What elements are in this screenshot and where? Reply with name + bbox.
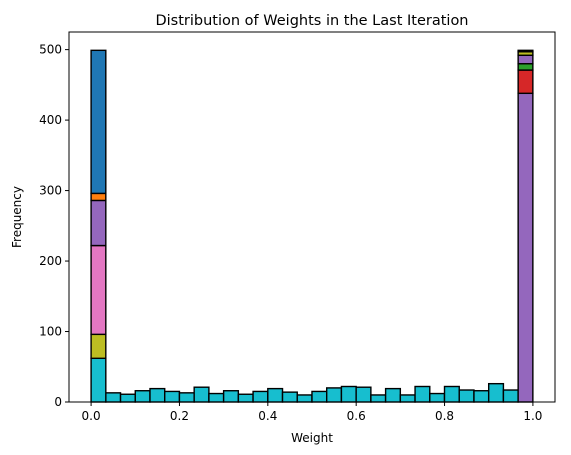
histogram-bar-segment bbox=[517, 69, 534, 95]
histogram-bar-segment bbox=[90, 357, 107, 403]
histogram-bar-segment bbox=[517, 49, 534, 53]
histogram-bar-segment bbox=[90, 199, 107, 247]
chart-title: Distribution of Weights in the Last Iter… bbox=[155, 13, 468, 29]
x-tick-label: 0.8 bbox=[435, 409, 454, 423]
histogram-bar bbox=[487, 382, 505, 403]
histogram-bar-segment bbox=[517, 54, 534, 65]
histogram-bar bbox=[326, 387, 343, 403]
y-tick-label: 200 bbox=[39, 254, 62, 268]
y-axis-ticks: 0 100 200 300 400 500 bbox=[39, 43, 69, 409]
histogram-bar bbox=[370, 394, 387, 403]
histogram-bar bbox=[340, 385, 357, 403]
x-tick-label: 1.0 bbox=[523, 409, 542, 423]
histogram-bar bbox=[149, 387, 166, 403]
histogram-bar-segment bbox=[517, 92, 534, 403]
histogram-bar bbox=[252, 390, 269, 403]
histogram-bar bbox=[458, 389, 475, 403]
histogram-bar bbox=[119, 393, 136, 403]
x-tick-label: 0.2 bbox=[170, 409, 189, 423]
histogram-bar bbox=[178, 392, 195, 403]
histogram-bar bbox=[281, 391, 298, 403]
histogram-bar bbox=[473, 390, 490, 403]
histogram-bar bbox=[208, 392, 225, 403]
y-tick-label: 500 bbox=[39, 43, 62, 57]
x-tick-label: 0.4 bbox=[258, 409, 277, 423]
histogram-bar-segment bbox=[90, 244, 107, 336]
y-tick-label: 400 bbox=[39, 113, 62, 127]
x-tick-label: 0.0 bbox=[82, 409, 101, 423]
histogram-bar bbox=[384, 387, 402, 403]
x-tick-label: 0.6 bbox=[347, 409, 366, 423]
histogram-bar bbox=[311, 390, 328, 403]
histogram-bar-segment bbox=[90, 192, 107, 202]
histogram-bar bbox=[429, 392, 446, 403]
histogram-bar bbox=[414, 385, 431, 403]
histogram-bar bbox=[355, 386, 372, 403]
bars-group bbox=[90, 49, 534, 403]
histogram-bar bbox=[134, 390, 151, 403]
plot-frame bbox=[68, 31, 556, 403]
x-axis-label: Weight bbox=[291, 431, 333, 445]
histogram-bar bbox=[105, 392, 122, 403]
histogram-bar bbox=[237, 393, 254, 403]
histogram-bar bbox=[443, 385, 460, 403]
histogram-bar bbox=[164, 390, 181, 403]
histogram-bar bbox=[296, 394, 313, 403]
y-tick-label: 100 bbox=[39, 325, 62, 339]
histogram-bar-segment bbox=[517, 63, 534, 71]
histogram-bar-segment bbox=[90, 333, 107, 360]
y-axis-label: Frequency bbox=[10, 186, 24, 248]
y-tick-label: 0 bbox=[54, 395, 62, 409]
histogram-bar bbox=[399, 394, 416, 403]
histogram-bar bbox=[193, 386, 210, 403]
histogram-bar bbox=[222, 390, 240, 403]
y-tick-label: 300 bbox=[39, 184, 62, 198]
histogram-bar bbox=[502, 389, 519, 403]
x-axis-ticks: 0.0 0.2 0.4 0.6 0.8 1.0 bbox=[82, 402, 542, 423]
histogram-bar-segment bbox=[90, 49, 107, 195]
histogram-bar bbox=[267, 387, 284, 403]
